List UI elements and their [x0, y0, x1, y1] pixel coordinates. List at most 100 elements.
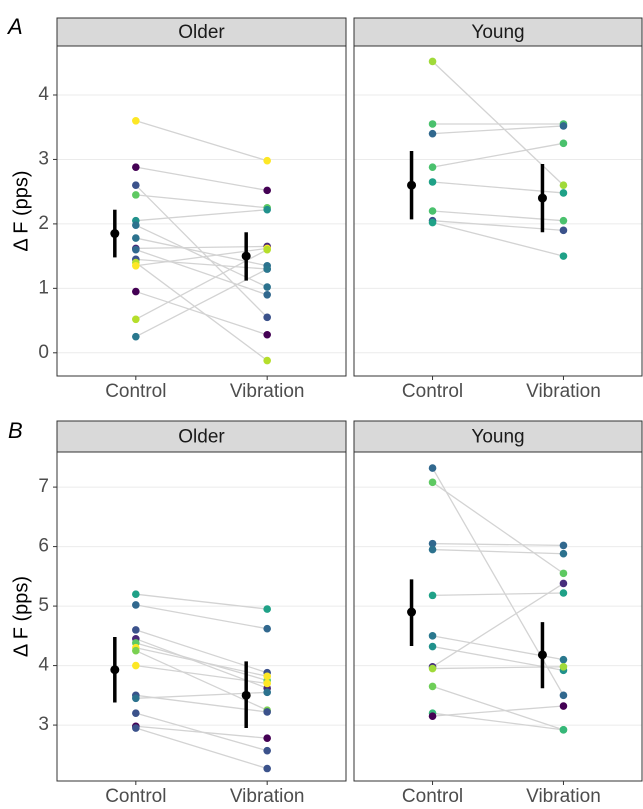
subject-point [559, 549, 568, 558]
subject-point [263, 156, 271, 165]
subject-point [132, 181, 140, 190]
strip-title: Young [471, 427, 524, 448]
x-tick-label: Vibration [526, 786, 601, 807]
mean-point [407, 180, 417, 190]
subject-point [132, 191, 140, 199]
subject-point [559, 589, 568, 597]
subject-point [428, 545, 437, 554]
subject-point [559, 139, 568, 148]
pair-line [135, 194, 268, 209]
panel-border [353, 45, 643, 377]
subject-point [428, 591, 437, 600]
y-tick-label: 6 [38, 536, 49, 557]
subject-point [263, 688, 271, 697]
pair-line [135, 166, 268, 192]
subject-point [428, 478, 437, 487]
subject-point [559, 216, 568, 225]
subject-point [132, 709, 140, 717]
pair-line [432, 142, 564, 168]
subject-point [263, 734, 271, 742]
subject-point [428, 682, 437, 691]
subject-point [263, 186, 271, 195]
subject-point [263, 764, 271, 773]
strip [56, 17, 347, 47]
subject-point [559, 655, 568, 664]
pair-line [135, 249, 268, 296]
subject-point [559, 541, 568, 550]
subject-point [559, 726, 568, 734]
subject-point [132, 601, 140, 609]
pair-line [135, 120, 268, 162]
mean-point [241, 251, 251, 261]
subject-point [428, 207, 437, 215]
subject-point [263, 313, 271, 322]
subject-point [428, 218, 437, 227]
pair-line [432, 582, 564, 668]
pair-line [135, 209, 268, 222]
subject-point [428, 129, 437, 138]
pair-line [432, 125, 564, 135]
x-tick-label: Vibration [230, 786, 305, 807]
x-tick-label: Control [402, 381, 463, 402]
pair-line [135, 593, 268, 610]
subject-point [132, 234, 140, 242]
pair-line [432, 705, 564, 717]
strip [353, 420, 643, 453]
mean-point [110, 229, 120, 239]
subject-point [132, 661, 140, 670]
x-tick-label: Control [105, 786, 166, 807]
pair-line [135, 290, 268, 336]
pair-line [432, 712, 564, 731]
subject-point [263, 356, 271, 365]
subject-point [428, 120, 437, 128]
subject-point [132, 590, 140, 598]
subject-point [559, 702, 568, 710]
y-tick-label: 2 [38, 213, 49, 234]
subject-point [428, 178, 437, 186]
subject-point [132, 245, 140, 254]
strip-title: Young [471, 22, 524, 43]
x-tick-label: Control [402, 786, 463, 807]
subject-point [263, 746, 271, 755]
subject-point [263, 605, 271, 613]
subject-point [559, 579, 568, 588]
x-tick-label: Control [105, 381, 166, 402]
mean-point [537, 193, 547, 203]
y-tick-label: 1 [38, 277, 49, 298]
subject-point [132, 724, 140, 732]
subject-point [132, 261, 140, 270]
subject-point [263, 330, 271, 339]
subject-point [428, 642, 437, 651]
panel-border [353, 451, 643, 782]
mean-point [407, 607, 417, 617]
subject-point [132, 287, 140, 296]
subject-point [263, 205, 271, 214]
subject-point [428, 163, 437, 171]
subject-point [263, 283, 271, 291]
subject-point [428, 57, 437, 66]
panel-border [56, 45, 347, 377]
subject-point [428, 464, 437, 472]
pair-line [432, 685, 564, 731]
y-tick-label: 0 [38, 342, 49, 363]
subject-point [132, 116, 140, 125]
subject-point [559, 122, 568, 130]
panel-label: B [8, 418, 23, 443]
subject-point [428, 539, 437, 548]
subject-point [559, 181, 568, 190]
y-axis-label: Δ F (pps) [10, 576, 32, 657]
x-tick-label: Vibration [526, 381, 601, 402]
y-tick-label: 5 [38, 595, 49, 616]
strip [353, 17, 643, 47]
strip [56, 420, 347, 453]
subject-point [132, 315, 140, 324]
subject-point [132, 332, 140, 341]
subject-point [559, 662, 568, 671]
subject-point [132, 694, 140, 703]
pair-line [432, 542, 564, 547]
pair-line [432, 221, 564, 257]
mean-point [241, 690, 251, 700]
panel-border [56, 451, 347, 782]
pair-line [135, 262, 268, 362]
